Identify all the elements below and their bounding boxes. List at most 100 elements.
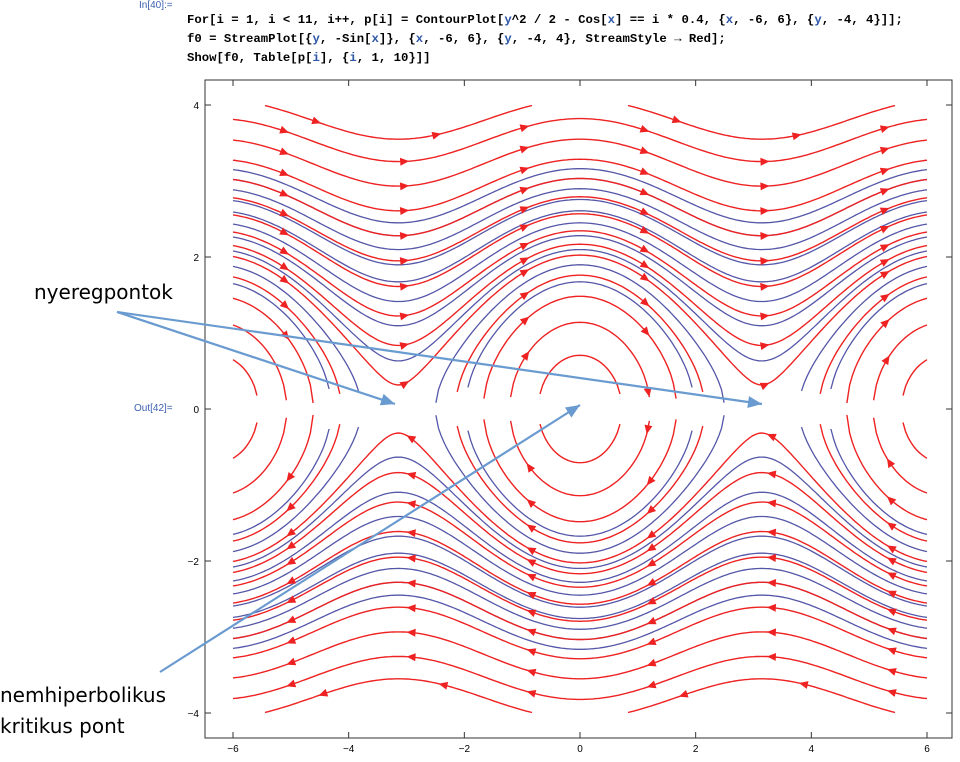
stream-arrow	[766, 528, 777, 537]
code-token: ], {	[319, 51, 350, 65]
contour-line	[232, 198, 928, 266]
stream-arrow	[406, 435, 417, 444]
stream-arrow	[760, 282, 770, 291]
input-cell-label: In[40]:=	[139, 0, 173, 11]
annotation-arrow-head	[747, 396, 762, 408]
stream-line	[232, 117, 928, 163]
stream-arrow	[678, 689, 689, 698]
stream-arrow	[526, 648, 537, 656]
stream-arrow	[519, 291, 530, 301]
stream-line	[232, 274, 928, 394]
contour-line	[232, 248, 928, 362]
stream-arrow	[639, 272, 650, 282]
stream-arrow	[399, 381, 410, 390]
stream-arrow	[431, 131, 442, 140]
stream-arrow	[879, 244, 890, 252]
stream-arrow	[279, 125, 290, 134]
stream-arrow	[526, 547, 537, 556]
stream-arrow	[399, 182, 410, 191]
stream-arrow	[766, 499, 777, 508]
contour-line	[232, 222, 928, 303]
stream-arrow	[406, 628, 416, 637]
stream-arrow	[286, 595, 297, 603]
y-tick-label: 0	[193, 405, 199, 416]
contour-line	[232, 264, 928, 403]
contour-line	[232, 168, 928, 224]
contour-line	[232, 281, 928, 390]
stream-line	[232, 177, 928, 237]
stream-line	[232, 254, 928, 386]
code-token: ^2 / 2 - Cos[	[511, 13, 608, 27]
stream-arrow	[640, 297, 650, 307]
stream-arrow	[279, 147, 290, 155]
contour-line	[232, 594, 928, 650]
code-token: , -4, 4}]];	[821, 13, 903, 27]
code-variable: i	[312, 51, 320, 65]
stream-arrow	[886, 590, 897, 599]
stream-line	[232, 213, 928, 288]
stream-arrow	[279, 208, 290, 217]
stream-arrow	[791, 132, 802, 141]
stream-arrow	[640, 326, 650, 336]
stream-arrow	[646, 637, 657, 646]
stream-line	[232, 422, 928, 464]
stream-arrow	[406, 554, 416, 563]
stream-arrow	[286, 472, 295, 482]
stream-arrow	[798, 681, 809, 689]
stream-arrow	[399, 282, 410, 291]
stream-arrow	[526, 689, 537, 698]
contour-line	[232, 415, 928, 554]
stream-arrow	[526, 609, 537, 618]
stream-arrow	[519, 124, 530, 133]
stream-arrow	[646, 596, 657, 605]
code-variable: y	[504, 32, 512, 46]
stream-line	[232, 530, 928, 605]
stream-arrow	[519, 224, 530, 232]
x-tick-label: −2	[459, 744, 471, 755]
stream-line	[232, 138, 928, 187]
stream-arrow	[879, 146, 890, 155]
stream-arrow	[760, 207, 770, 216]
stream-arrow	[760, 231, 770, 240]
stream-arrow	[879, 271, 890, 280]
stream-arrow	[880, 319, 890, 329]
stream-arrow	[519, 206, 530, 214]
stream-arrow	[879, 258, 890, 267]
code-token: Show[f0, Table[p[	[187, 51, 313, 65]
stream-line	[232, 417, 928, 497]
stream-arrow	[519, 316, 530, 326]
stream-arrow	[526, 573, 537, 582]
stream-arrow	[286, 541, 297, 550]
code-cell[interactable]: For[i = 1, i < 11, i++, p[i] = ContourPl…	[187, 11, 903, 68]
stream-arrow	[879, 226, 890, 234]
stream-arrow	[646, 530, 657, 539]
stream-arrow	[639, 124, 650, 133]
code-variable: y	[312, 32, 320, 46]
contour-line	[232, 515, 928, 596]
stream-arrow	[766, 579, 777, 588]
stream-arrow	[766, 628, 777, 637]
stream-arrow	[760, 182, 770, 191]
stream-line	[232, 158, 928, 212]
stream-line	[232, 354, 928, 396]
annotation-arrows	[116, 310, 763, 673]
stream-arrow	[279, 274, 290, 284]
center-point-label-line2: kritikus pont	[0, 714, 125, 738]
code-token: f0 = StreamPlot[{	[187, 32, 313, 46]
stream-arrow	[879, 188, 890, 196]
y-tick-label: −2	[188, 557, 200, 568]
stream-arrow	[766, 603, 777, 612]
stream-arrow	[646, 475, 656, 486]
stream-arrow	[399, 231, 410, 240]
stream-line	[232, 321, 928, 401]
stream-arrow	[886, 496, 897, 506]
stream-arrow	[526, 591, 537, 600]
stream-arrow	[318, 688, 329, 697]
stream-arrow	[886, 522, 897, 531]
stream-arrow	[886, 545, 897, 554]
stream-arrow	[286, 615, 297, 623]
stream-arrow	[760, 157, 770, 166]
stream-arrow	[766, 433, 777, 442]
code-variable: y	[504, 13, 512, 27]
